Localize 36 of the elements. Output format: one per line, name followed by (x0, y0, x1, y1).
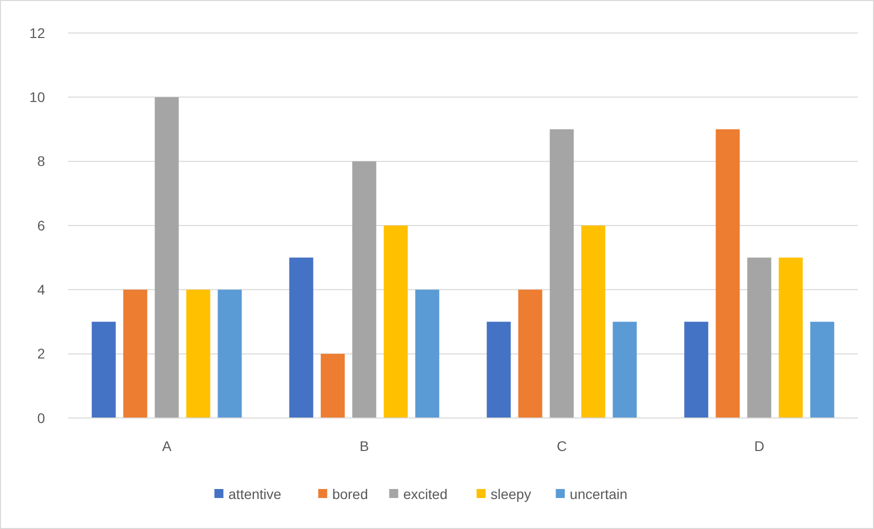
legend-label: sleepy (490, 486, 532, 502)
bar (384, 226, 408, 418)
bar (186, 290, 210, 418)
x-tick-label: B (360, 438, 369, 454)
bar (684, 322, 708, 418)
legend-label: attentive (228, 486, 282, 502)
legend-label: bored (332, 486, 368, 502)
bar (320, 354, 345, 418)
x-tick-label: A (162, 438, 172, 454)
bar (550, 129, 574, 418)
bar (415, 290, 440, 418)
bar (123, 290, 148, 418)
y-tick-label: 8 (37, 153, 46, 170)
legend-label: uncertain (570, 486, 628, 502)
bar (289, 258, 314, 418)
bar (92, 322, 116, 418)
bar (778, 258, 803, 418)
bar (218, 290, 242, 418)
bar (352, 161, 376, 418)
bar (810, 322, 834, 418)
legend-label: excited (403, 486, 448, 502)
bar (518, 290, 542, 418)
y-tick-label: 0 (37, 410, 46, 426)
bar (581, 226, 606, 418)
y-tick-label: 2 (37, 346, 46, 362)
bar (154, 97, 179, 418)
y-tick-label: 6 (37, 217, 46, 234)
bar (747, 258, 772, 418)
bar (716, 129, 740, 418)
bar (612, 322, 637, 418)
y-tick-label: 10 (29, 89, 46, 106)
bar (486, 322, 511, 418)
y-tick-label: 4 (37, 282, 46, 298)
x-tick-label: D (754, 438, 764, 454)
y-tick-label: 12 (29, 24, 46, 41)
x-tick-label: C (556, 438, 567, 454)
